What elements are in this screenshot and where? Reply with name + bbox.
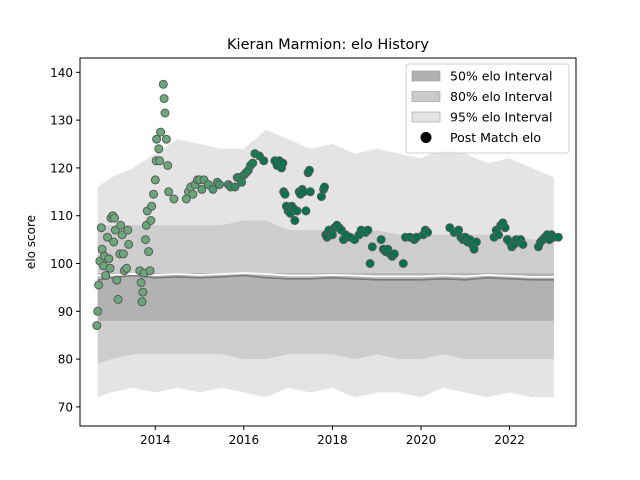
plot-area [79, 57, 577, 427]
legend-swatch [411, 91, 441, 102]
x-tick-label: 2018 [317, 433, 348, 447]
y-axis-label: elo score [24, 215, 38, 269]
post-match-elo-point [248, 158, 258, 168]
legend-marker [420, 132, 432, 143]
y-tick-label: 100 [50, 257, 73, 271]
legend-box [405, 63, 570, 154]
legend-label: 95% elo Interval [450, 110, 552, 125]
post-match-elo-point [389, 249, 399, 259]
y-tick-label: 90 [58, 305, 73, 319]
post-match-elo-point [149, 189, 158, 199]
post-match-elo-point [101, 271, 111, 280]
x-tick-label: 2022 [494, 433, 525, 447]
post-match-elo-point [365, 259, 375, 268]
post-match-elo-point [208, 184, 218, 194]
x-tick-label: 2014 [140, 433, 171, 447]
post-match-elo-point [156, 127, 166, 137]
band-50 [97, 273, 554, 321]
legend-swatch [411, 70, 441, 82]
post-match-elo-point [146, 216, 156, 225]
post-match-elo-point [144, 247, 154, 257]
post-match-elo-point [160, 108, 170, 118]
post-match-elo-point [104, 254, 114, 264]
post-match-elo-point [105, 263, 115, 273]
post-match-elo-point [154, 144, 164, 154]
post-match-elo-point [103, 232, 112, 242]
y-tick-label: 140 [50, 66, 73, 80]
post-match-elo-point [155, 156, 165, 166]
post-match-elo-point [123, 225, 133, 235]
post-match-elo-point [147, 201, 157, 211]
x-tick-label: 2016 [229, 433, 260, 447]
y-tick-label: 130 [50, 114, 73, 128]
post-match-elo-point [109, 237, 119, 247]
post-match-elo-point [518, 239, 528, 249]
post-match-elo-point [93, 306, 103, 316]
post-match-elo-point [113, 294, 123, 304]
post-match-elo-point [145, 266, 155, 276]
legend-label: 80% elo Interval [450, 89, 552, 104]
post-match-elo-point [398, 259, 408, 268]
post-match-elo-point [141, 235, 150, 245]
post-match-elo-point [164, 187, 174, 197]
post-match-elo-point [96, 223, 106, 233]
post-match-elo-point [159, 94, 169, 104]
post-match-elo-point [122, 263, 131, 273]
y-axis: 70 80 90 100 110 120 130 140 [50, 66, 80, 414]
x-tick-label: 2020 [406, 433, 437, 447]
post-match-elo-point [305, 187, 315, 197]
post-match-elo-point [280, 189, 290, 199]
post-match-elo-point [158, 79, 168, 89]
post-match-elo-point [500, 223, 510, 233]
post-match-elo-point [116, 220, 126, 230]
post-match-elo-point [138, 287, 148, 297]
post-match-elo-point [94, 280, 104, 290]
post-match-elo-point [124, 239, 134, 249]
post-match-elo-point [363, 225, 373, 235]
post-match-elo-point [169, 194, 179, 204]
post-match-elo-point [290, 216, 300, 225]
post-match-elo-point [136, 278, 146, 288]
post-match-elo-point [376, 235, 386, 245]
legend-label: 50% elo Interval [450, 69, 552, 84]
plot-frame [79, 57, 577, 427]
post-match-elo-point [292, 206, 302, 216]
post-match-elo-point [304, 165, 314, 175]
post-match-elo-point [320, 182, 329, 192]
post-match-elo-point [112, 275, 122, 285]
legend-label: Post Match elo [450, 130, 541, 145]
mean-line [97, 272, 554, 278]
post-match-elo-point [494, 230, 503, 240]
post-match-elo-point [137, 297, 147, 307]
post-match-elo-point [215, 180, 224, 190]
legend: 50% elo Interval 80% elo Interval 95% elo … [405, 63, 570, 154]
x-axis: 2014 2016 2018 2020 2022 [140, 426, 525, 447]
post-match-elo-point [367, 242, 377, 252]
post-match-elo-point [197, 184, 207, 194]
chart-title: Kieran Marmion: elo History [227, 37, 429, 53]
post-match-elo-point [471, 237, 481, 247]
post-match-elo-point [118, 249, 128, 259]
y-tick-label: 80 [58, 353, 73, 367]
median-line [97, 274, 554, 281]
post-match-elo-point [301, 206, 311, 216]
post-match-elo-point [117, 230, 127, 240]
y-tick-label: 120 [50, 161, 73, 175]
post-match-elo-point [92, 321, 102, 331]
y-tick-label: 110 [50, 209, 73, 223]
y-tick-label: 70 [58, 400, 73, 414]
post-match-elo-point [278, 158, 288, 168]
post-match-elo-point [423, 227, 433, 237]
post-match-elo-point [110, 213, 119, 223]
post-match-elo-point [152, 134, 162, 144]
post-match-elo-point [150, 175, 160, 185]
post-match-elo-point [553, 232, 563, 242]
post-match-elo-point [259, 156, 269, 166]
post-match-elo-point [161, 134, 171, 144]
post-match-elo-point [163, 161, 173, 170]
post-match-elo-point [230, 182, 240, 192]
post-match-elo-point [188, 189, 198, 199]
legend-swatch [411, 111, 441, 123]
